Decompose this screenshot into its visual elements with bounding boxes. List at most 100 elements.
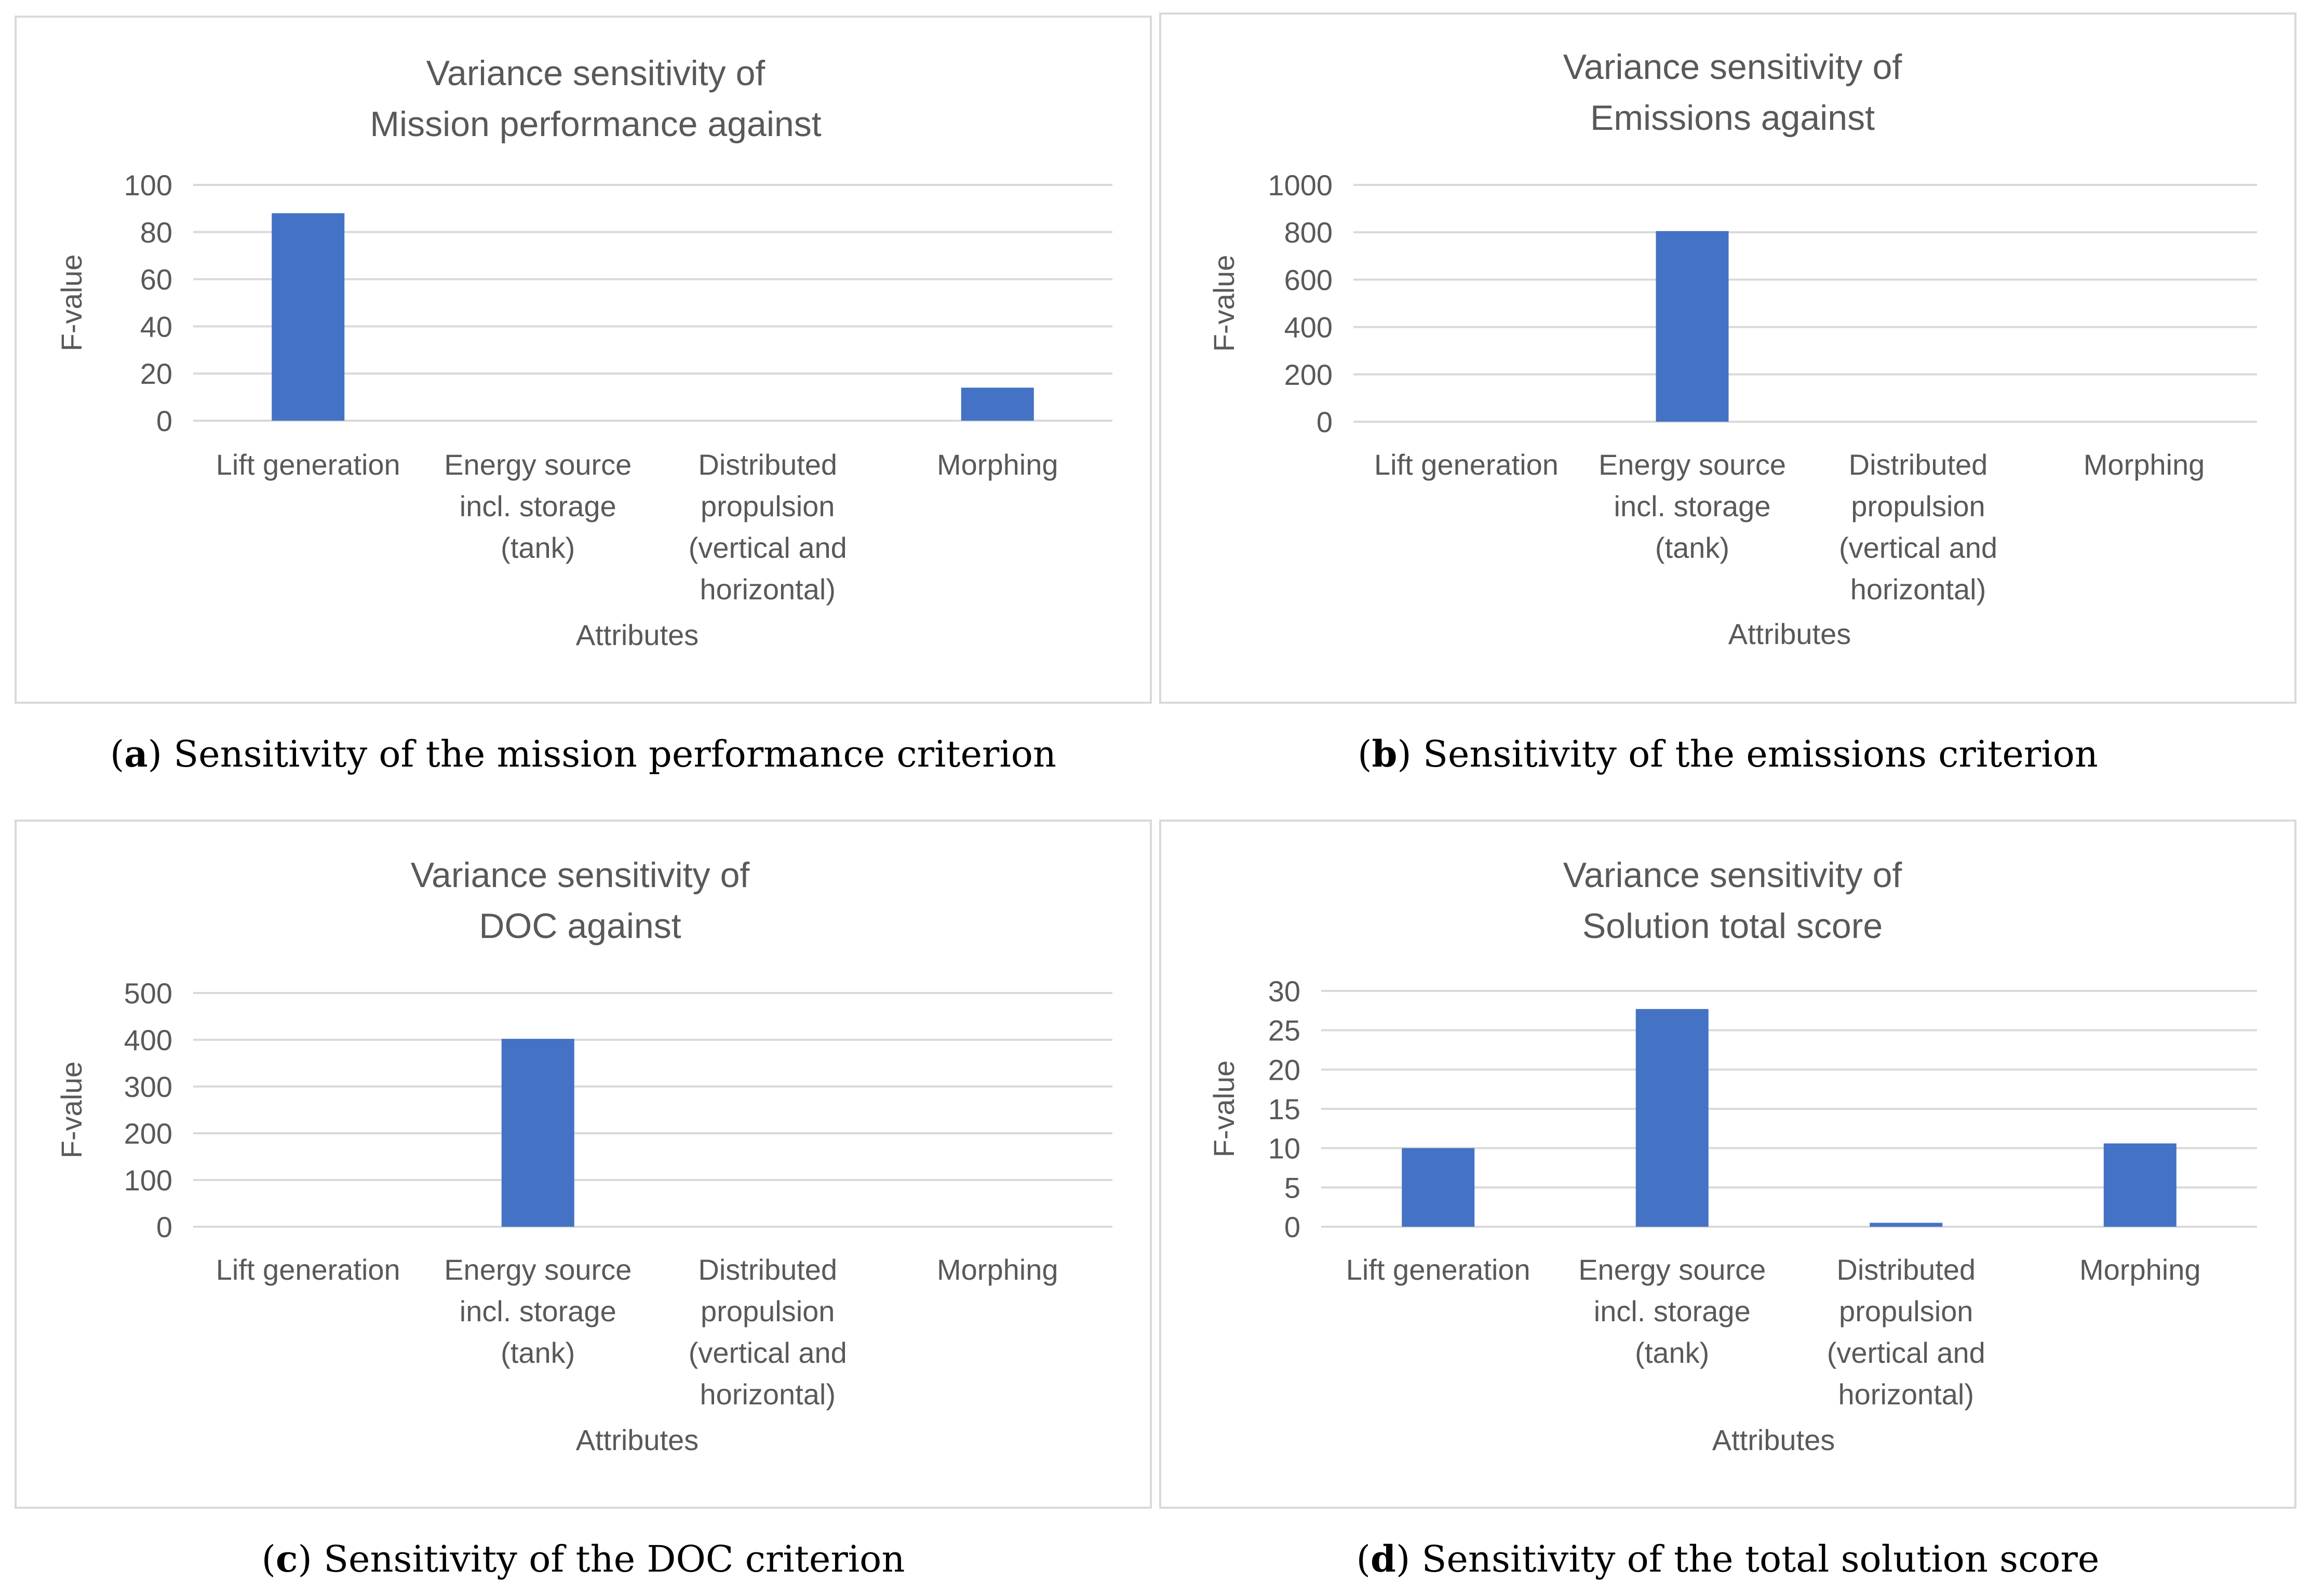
chart-panel-d: Variance sensitivity of Solution total sc…: [1159, 820, 2296, 1593]
y-tick-label: 0: [156, 1211, 172, 1243]
x-tick-label: Lift generation: [216, 448, 400, 481]
chart-frame: Variance sensitivity of Emissions against…: [1159, 12, 2296, 704]
x-tick-label: horizontal): [700, 573, 836, 606]
bar: [961, 387, 1034, 421]
x-tick-label: (tank): [1635, 1336, 1709, 1369]
caption-text: Sensitivity of the emissions criterion: [1422, 733, 2098, 775]
y-tick-label: 20: [1268, 1053, 1300, 1086]
chart-panel-c: Variance sensitivity of DOC against 0 100 20…: [15, 820, 1152, 1593]
chart-title-line: Variance sensitivity of: [1563, 855, 1902, 895]
x-tick-label: Lift generation: [1374, 448, 1559, 481]
x-tick-label: Lift generation: [216, 1253, 400, 1286]
x-tick-label: propulsion: [701, 490, 835, 522]
chart-panel-a: Variance sensitivity of Mission performan…: [15, 16, 1152, 805]
y-tick-label: 80: [140, 216, 172, 249]
x-tick-label: (tank): [501, 1336, 575, 1369]
x-tick-label: Energy source: [1599, 448, 1786, 481]
x-tick-label: (vertical and: [1839, 531, 1997, 564]
y-tick-label: 15: [1268, 1093, 1300, 1125]
caption-a: (a) Sensitivity of the mission performan…: [110, 732, 1057, 775]
y-tick-label: 0: [1284, 1211, 1300, 1243]
x-tick-label: Energy source: [444, 1253, 632, 1286]
x-tick-label: Distributed: [1836, 1253, 1976, 1286]
y-tick-label: 200: [124, 1117, 172, 1150]
bar: [2103, 1143, 2177, 1227]
caption-b: (b) Sensitivity of the emissions criteri…: [1358, 732, 2098, 775]
caption-label: b: [1372, 732, 1398, 775]
x-tick-label: (tank): [1655, 531, 1729, 564]
y-tick-label: 60: [140, 263, 172, 296]
x-tick-label: (vertical and: [689, 531, 847, 564]
x-tick-label: Distributed: [1849, 448, 1988, 481]
y-tick-label: 5: [1284, 1171, 1300, 1204]
y-tick-label: 300: [124, 1070, 172, 1103]
y-tick-label: 100: [124, 169, 172, 202]
x-tick-label: (vertical and: [1827, 1336, 1985, 1369]
x-tick-label: Morphing: [937, 448, 1058, 481]
chart-frame: Variance sensitivity of Solution total sc…: [1159, 820, 2296, 1509]
x-tick-label: horizontal): [1850, 573, 1986, 606]
chart-frame: Variance sensitivity of DOC against 0 100 20…: [15, 820, 1152, 1509]
x-axis-title: Attributes: [1712, 1424, 1835, 1456]
bar: [1656, 231, 1729, 422]
y-axis-title: F-value: [1207, 1061, 1240, 1158]
x-tick-label: propulsion: [1851, 490, 1985, 522]
chart-title-line: Emissions against: [1590, 98, 1875, 138]
y-tick-label: 10: [1268, 1132, 1300, 1165]
chart-frame: Variance sensitivity of Mission performan…: [15, 16, 1152, 704]
x-tick-label: (vertical and: [689, 1336, 847, 1369]
x-tick-label: incl. storage: [460, 490, 616, 522]
x-tick-label: Distributed: [698, 448, 837, 481]
y-tick-label: 25: [1268, 1014, 1300, 1047]
chart-title-line: Variance sensitivity of: [411, 855, 750, 895]
bar-chart-c: Variance sensitivity of DOC against 0 100 20…: [55, 855, 1112, 1456]
chart-panel-b: Variance sensitivity of Emissions against…: [1159, 12, 2296, 805]
x-tick-label: Energy source: [444, 448, 632, 481]
bar-chart-b: Variance sensitivity of Emissions against…: [1207, 47, 2257, 650]
y-axis-title: F-value: [55, 254, 88, 352]
y-tick-label: 30: [1268, 975, 1300, 1008]
x-tick-label: propulsion: [1839, 1295, 1973, 1327]
x-tick-label: propulsion: [701, 1295, 835, 1327]
bar-chart-a: Variance sensitivity of Mission performan…: [55, 53, 1112, 651]
x-tick-label: incl. storage: [1614, 490, 1771, 522]
bar: [501, 1039, 574, 1227]
x-tick-label: Morphing: [937, 1253, 1058, 1286]
caption-d: (d) Sensitivity of the total solution sc…: [1356, 1537, 2100, 1580]
x-tick-label: incl. storage: [460, 1295, 616, 1327]
caption-text: Sensitivity of the DOC criterion: [324, 1538, 905, 1580]
caption-text: Sensitivity of the total solution score: [1421, 1538, 2100, 1580]
x-tick-label: Morphing: [2079, 1253, 2200, 1286]
x-tick-label: Energy source: [1578, 1253, 1766, 1286]
y-tick-label: 20: [140, 357, 172, 390]
caption-label: c: [275, 1537, 298, 1580]
caption-c: (c) Sensitivity of the DOC criterion: [261, 1537, 905, 1580]
chart-title-line: Variance sensitivity of: [1563, 47, 1902, 87]
chart-title-line: Variance sensitivity of: [426, 53, 765, 93]
y-tick-label: 40: [140, 310, 172, 343]
x-tick-label: incl. storage: [1594, 1295, 1751, 1327]
y-tick-label: 1000: [1268, 169, 1333, 202]
y-tick-label: 400: [124, 1024, 172, 1056]
x-tick-label: Morphing: [2084, 448, 2205, 481]
x-tick-label: horizontal): [700, 1378, 836, 1411]
bar: [1635, 1009, 1709, 1227]
x-tick-label: Lift generation: [1346, 1253, 1530, 1286]
bar: [1402, 1148, 1475, 1227]
x-axis-title: Attributes: [1728, 618, 1851, 650]
y-tick-label: 0: [156, 405, 172, 437]
y-axis-title: F-value: [1207, 255, 1240, 352]
chart-title-line: Mission performance against: [370, 104, 821, 144]
chart-title-line: Solution total score: [1582, 906, 1883, 946]
x-tick-label: Distributed: [698, 1253, 837, 1286]
y-axis-title: F-value: [55, 1062, 88, 1159]
y-tick-label: 100: [124, 1164, 172, 1197]
y-tick-label: 500: [124, 977, 172, 1010]
y-tick-label: 600: [1284, 263, 1333, 296]
y-tick-label: 0: [1317, 406, 1333, 438]
caption-label: a: [124, 732, 148, 775]
bar: [1870, 1223, 1943, 1227]
x-axis-title: Attributes: [576, 1424, 699, 1456]
x-axis-title: Attributes: [576, 619, 699, 651]
caption-label: d: [1370, 1537, 1396, 1580]
